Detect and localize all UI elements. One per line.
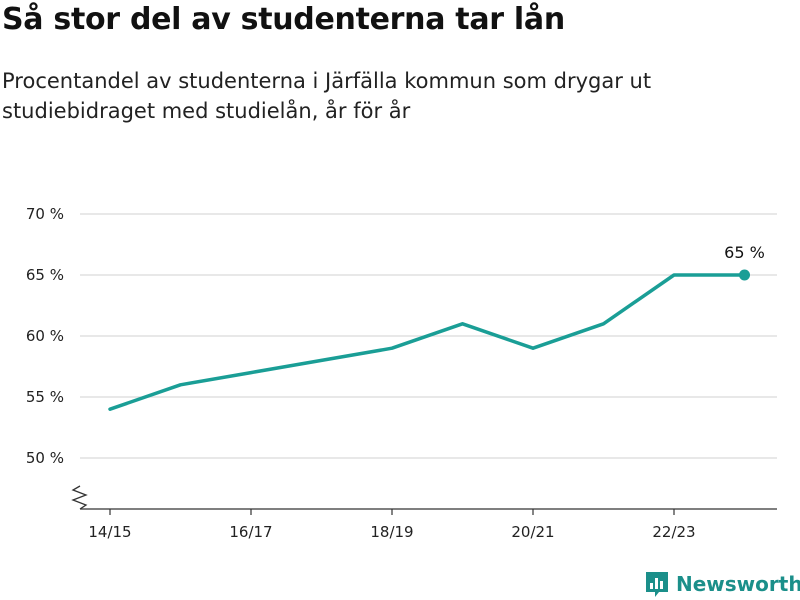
last-value-label: 65 % [724, 243, 765, 262]
x-tick-labels: 14/15 16/17 18/19 20/21 22/23 [88, 509, 696, 541]
series-line [108, 273, 747, 411]
y-tick-label: 55 % [26, 388, 64, 406]
axis-break-icon [71, 485, 88, 510]
grid-lines [80, 213, 777, 459]
chart-title: Så stor del av studenterna tar lån [2, 2, 565, 37]
x-tick-label: 20/21 [511, 523, 554, 541]
y-tick-label: 70 % [26, 205, 64, 223]
y-tick-label: 50 % [26, 449, 64, 467]
y-tick-label: 60 % [26, 327, 64, 345]
bar-chart-logo-icon [646, 572, 668, 597]
x-tick-label: 18/19 [370, 523, 413, 541]
x-tick-label: 14/15 [88, 523, 131, 541]
y-tick-labels: 50 % 55 % 60 % 65 % 70 % [26, 205, 64, 467]
newsworthy-logo: Newsworthy [644, 570, 800, 598]
series: 65 % [108, 243, 765, 411]
chart-subtitle: Procentandel av studenterna i Järfälla k… [2, 69, 652, 123]
x-axis [71, 485, 777, 510]
y-tick-label: 65 % [26, 266, 64, 284]
x-tick-label: 22/23 [652, 523, 695, 541]
x-tick-label: 16/17 [229, 523, 272, 541]
last-point-marker [739, 269, 750, 281]
brand-name: Newsworthy [676, 572, 800, 596]
